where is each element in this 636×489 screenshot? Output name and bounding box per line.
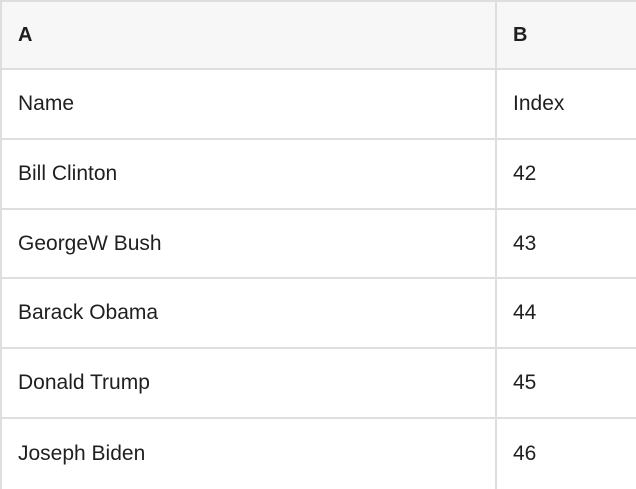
- table-cell-b[interactable]: 46: [513, 442, 537, 466]
- table-row: GeorgeW Bush 43: [2, 209, 636, 280]
- table-row: Joseph Biden 46: [2, 419, 636, 489]
- column-header-a[interactable]: A: [2, 2, 497, 70]
- table-cell-a[interactable]: GeorgeW Bush: [2, 209, 497, 280]
- table-row: Name Index: [2, 70, 636, 140]
- table-cell-a[interactable]: Joseph Biden: [2, 419, 497, 489]
- table-row: Barack Obama 44: [2, 279, 636, 350]
- table-cell-a[interactable]: Donald Trump: [2, 349, 497, 420]
- table-row: Donald Trump 45: [2, 349, 636, 420]
- table-cell-b[interactable]: 43: [497, 210, 636, 280]
- table-cell-a[interactable]: Barack Obama: [2, 279, 497, 350]
- table-cell-b[interactable]: Index: [497, 70, 636, 140]
- column-header-b[interactable]: B: [497, 2, 636, 70]
- table-cell-b[interactable]: 42: [497, 140, 636, 210]
- table-cell-b[interactable]: 45: [497, 349, 636, 420]
- table-cell-b[interactable]: 44: [497, 279, 636, 350]
- table-row: Bill Clinton 42: [2, 139, 636, 210]
- table-cell-a[interactable]: Bill Clinton: [2, 139, 497, 210]
- column-header-row: A B: [2, 2, 636, 70]
- table-cell-a[interactable]: Name: [2, 70, 497, 140]
